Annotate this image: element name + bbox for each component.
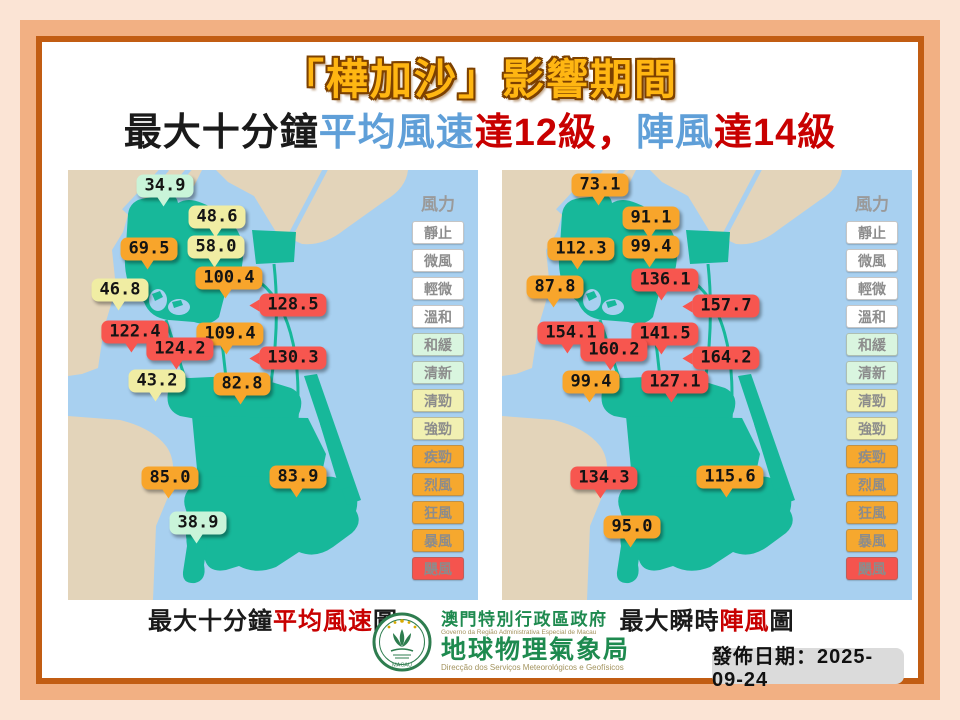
station-wind-label: 43.2 bbox=[128, 369, 186, 402]
station-wind-label: 73.1 bbox=[571, 173, 629, 206]
legend-item: 微風 bbox=[846, 249, 898, 272]
legend-item: 強勁 bbox=[846, 417, 898, 440]
station-wind-label: 109.4 bbox=[196, 322, 264, 355]
emblem-label: MACAU bbox=[392, 663, 412, 669]
station-wind-label: 100.4 bbox=[195, 266, 263, 299]
station-wind-label: 82.8 bbox=[213, 372, 271, 405]
station-wind-label: 115.6 bbox=[696, 465, 764, 498]
legend-item: 微風 bbox=[412, 249, 464, 272]
legend-item: 烈風 bbox=[846, 473, 898, 496]
station-wind-label: 164.2 bbox=[692, 346, 760, 370]
caption-gust-wind: 最大瞬時陣風圖 bbox=[502, 601, 912, 636]
legend-item: 疾勁 bbox=[846, 445, 898, 468]
station-wind-label: 124.2 bbox=[146, 337, 214, 370]
station-wind-label: 157.7 bbox=[692, 294, 760, 318]
station-wind-label: 34.9 bbox=[136, 174, 194, 207]
legend-item: 清勁 bbox=[412, 389, 464, 412]
bureau-name-portuguese: Direcção dos Serviços Meteorológicos e G… bbox=[441, 663, 624, 673]
station-wind-label: 48.6 bbox=[188, 205, 246, 238]
station-wind-label: 136.1 bbox=[631, 268, 699, 301]
station-wind-label: 85.0 bbox=[141, 466, 199, 499]
publish-date-badge: 發佈日期：2025-09-24 bbox=[712, 646, 904, 691]
legend-item: 暴風 bbox=[846, 529, 898, 552]
text-run: 陣風 bbox=[719, 608, 770, 635]
wind-map-average: 風力靜止微風輕微溫和和緩清新清勁強勁疾勁烈風狂風暴風颶風 34.9 48.6 69.… bbox=[68, 170, 478, 600]
agency-footer: MACAU 澳門特別行政區政府 Governo da Região Admini… bbox=[372, 610, 631, 673]
government-name-portuguese: Governo da Região Administrativa Especia… bbox=[441, 629, 597, 637]
station-wind-label: 141.5 bbox=[631, 322, 699, 355]
text-run: 圖 bbox=[769, 608, 795, 635]
station-wind-label: 127.1 bbox=[641, 370, 709, 403]
legend-item: 和緩 bbox=[412, 333, 464, 356]
legend-item: 狂風 bbox=[412, 501, 464, 524]
station-wind-label: 87.8 bbox=[526, 275, 584, 308]
station-wind-label: 95.0 bbox=[603, 515, 661, 548]
text-run: 達12級， bbox=[474, 112, 636, 154]
legend-item: 颶風 bbox=[846, 557, 898, 580]
text-run: 最大十分鐘 bbox=[123, 112, 319, 154]
legend-item: 颶風 bbox=[412, 557, 464, 580]
legend-item: 強勁 bbox=[412, 417, 464, 440]
beaufort-legend: 風力靜止微風輕微溫和和緩清新清勁強勁疾勁烈風狂風暴風颶風 bbox=[846, 190, 898, 580]
wind-map-gust: 風力靜止微風輕微溫和和緩清新清勁強勁疾勁烈風狂風暴風颶風 73.1 91.1 112… bbox=[502, 170, 912, 600]
legend-item: 烈風 bbox=[412, 473, 464, 496]
station-wind-label: 83.9 bbox=[269, 465, 327, 498]
station-wind-label: 112.3 bbox=[547, 237, 615, 270]
text-run: 達14級 bbox=[714, 112, 837, 154]
station-wind-label: 128.5 bbox=[259, 293, 327, 317]
station-wind-label: 38.9 bbox=[169, 511, 227, 544]
legend-item: 狂風 bbox=[846, 501, 898, 524]
beaufort-legend: 風力靜止微風輕微溫和和緩清新清勁強勁疾勁烈風狂風暴風颶風 bbox=[412, 190, 464, 580]
legend-item: 溫和 bbox=[846, 305, 898, 328]
macau-government-emblem: MACAU bbox=[372, 612, 432, 672]
text-run: 最大十分鐘 bbox=[148, 608, 273, 635]
legend-item: 靜止 bbox=[412, 221, 464, 244]
station-wind-label: 134.3 bbox=[570, 466, 638, 499]
page-title: 「樺加沙」影響期間 bbox=[281, 56, 678, 103]
bureau-name-chinese: 地球物理氣象局 bbox=[441, 636, 631, 665]
page-subtitle: 最大十分鐘平均風速達12級，陣風達14級 bbox=[0, 101, 960, 156]
station-wind-label: 160.2 bbox=[580, 338, 648, 371]
text-run: 平均風速 bbox=[273, 608, 373, 635]
legend-item: 溫和 bbox=[412, 305, 464, 328]
station-wind-label: 46.8 bbox=[91, 278, 149, 311]
legend-item: 輕微 bbox=[846, 277, 898, 300]
station-wind-label: 99.4 bbox=[562, 370, 620, 403]
text-run: 陣風 bbox=[636, 112, 715, 154]
agency-names: 澳門特別行政區政府 Governo da Região Administrati… bbox=[441, 610, 631, 673]
station-wind-label: 58.0 bbox=[187, 235, 245, 268]
station-wind-label: 130.3 bbox=[259, 346, 327, 370]
legend-item: 疾勁 bbox=[412, 445, 464, 468]
legend-item: 靜止 bbox=[846, 221, 898, 244]
legend-item: 清勁 bbox=[846, 389, 898, 412]
legend-item: 暴風 bbox=[412, 529, 464, 552]
text-run: 最大瞬時 bbox=[619, 608, 720, 635]
station-wind-label: 99.4 bbox=[622, 235, 680, 268]
legend-item: 清新 bbox=[846, 361, 898, 384]
legend-item: 清新 bbox=[412, 361, 464, 384]
legend-item: 輕微 bbox=[412, 277, 464, 300]
station-wind-label: 91.1 bbox=[622, 206, 680, 239]
government-name-chinese: 澳門特別行政區政府 bbox=[441, 610, 608, 629]
text-run: 平均風速 bbox=[318, 112, 475, 154]
station-wind-label: 69.5 bbox=[120, 237, 178, 270]
legend-header: 風力 bbox=[421, 195, 455, 214]
legend-header: 風力 bbox=[855, 195, 889, 214]
legend-item: 和緩 bbox=[846, 333, 898, 356]
